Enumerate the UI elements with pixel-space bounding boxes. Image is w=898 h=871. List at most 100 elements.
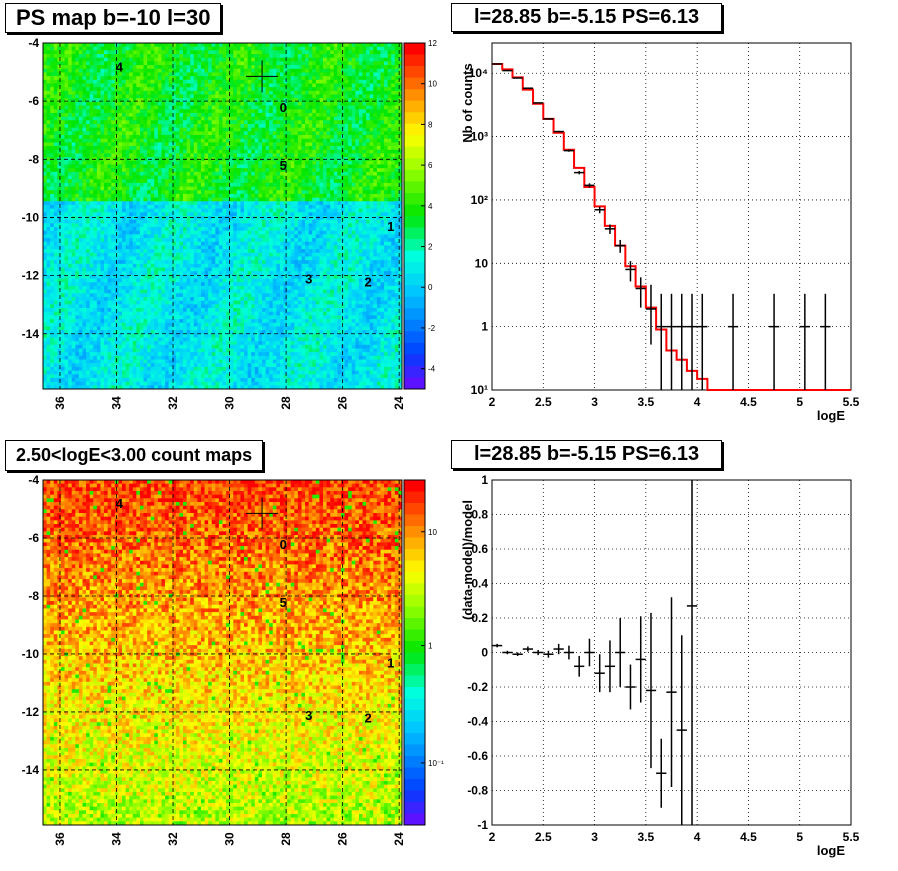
heatmap-cell (46, 212, 51, 217)
heatmap-cell (93, 160, 98, 165)
heatmap-cell (387, 138, 392, 143)
heatmap-cell (193, 61, 198, 66)
heatmap-cell (301, 175, 306, 180)
heatmap-cell (301, 54, 306, 59)
heatmap-cell (362, 46, 367, 51)
heatmap-cell (305, 204, 310, 210)
heatmap-cell (175, 182, 180, 187)
heatmap-cell (315, 182, 320, 187)
heatmap-cell (301, 149, 306, 154)
heatmap-cell (251, 168, 256, 173)
heatmap-cell (333, 131, 338, 136)
heatmap-cell (240, 164, 245, 169)
heatmap-cell (136, 43, 141, 48)
heatmap-cell (50, 57, 55, 62)
heatmap-cell (290, 186, 295, 191)
heatmap-cell (186, 138, 191, 143)
heatmap-cell (118, 120, 123, 125)
heatmap-cell (301, 109, 306, 114)
heatmap-cell (351, 179, 356, 184)
heatmap-cell (211, 72, 216, 77)
heatmap-cell (384, 76, 389, 81)
heatmap-cell (305, 90, 310, 95)
heatmap-cell (240, 68, 245, 73)
heatmap-cell (358, 212, 363, 217)
heatmap-cell (64, 72, 69, 77)
heatmap-cell (157, 65, 162, 70)
heatmap-cell (157, 164, 162, 169)
heatmap-cell (218, 87, 223, 92)
heatmap-cell (394, 94, 399, 99)
heatmap-cell (111, 61, 116, 66)
heatmap-cell (208, 212, 213, 217)
heatmap-cell (89, 105, 94, 110)
heatmap-cell (50, 105, 55, 110)
heatmap-cell (380, 208, 385, 213)
heatmap-cell (297, 101, 302, 106)
heatmap-cell (150, 182, 155, 187)
heatmap-cell (258, 182, 263, 187)
heatmap-cell (276, 43, 281, 48)
heatmap-cell (315, 90, 320, 95)
heatmap-cell (384, 127, 389, 132)
heatmap-cell (272, 68, 277, 73)
heatmap-cell (43, 204, 47, 210)
heatmap-cell (60, 112, 65, 118)
heatmap-cell (308, 83, 313, 88)
heatmap-cell (348, 94, 353, 99)
heatmap-cell (308, 61, 313, 66)
heatmap-cell (93, 72, 98, 77)
heatmap-cell (82, 101, 87, 106)
heatmap-cell (111, 193, 116, 198)
heatmap-cell (272, 171, 277, 176)
heatmap-cell (57, 83, 62, 88)
heatmap-cell (276, 123, 281, 129)
heatmap-cell (46, 146, 51, 151)
heatmap-cell (43, 208, 47, 213)
heatmap-cell (240, 76, 245, 81)
heatmap-cell (340, 179, 345, 184)
heatmap-cell (57, 186, 62, 191)
heatmap-cell (233, 208, 238, 213)
heatmap-cell (78, 61, 83, 66)
heatmap-cell (53, 153, 58, 158)
heatmap-cell (57, 46, 62, 51)
heatmap-cell (200, 201, 205, 206)
heatmap-cell (211, 109, 216, 114)
heatmap-cell (315, 216, 320, 221)
heatmap-cell (107, 193, 112, 198)
heatmap-cell (261, 46, 266, 51)
heatmap-cell (348, 83, 353, 88)
heatmap-cell (89, 54, 94, 59)
heatmap-cell (147, 204, 152, 210)
heatmap-cell (330, 94, 335, 99)
heatmap-cell (344, 101, 349, 106)
heatmap-cell (326, 98, 331, 103)
heatmap-cell (265, 171, 270, 176)
heatmap-cell (118, 65, 123, 70)
heatmap-cell (226, 146, 231, 151)
heatmap-cell (233, 127, 238, 132)
heatmap-cell (398, 142, 403, 147)
heatmap-cell (183, 186, 187, 191)
heatmap-cell (384, 43, 389, 48)
heatmap-cell (358, 190, 363, 195)
heatmap-cell (139, 190, 144, 195)
heatmap-cell (157, 182, 162, 187)
heatmap-cell (86, 105, 91, 110)
heatmap-cell (233, 212, 238, 217)
heatmap-cell (362, 76, 367, 81)
heatmap-cell (121, 193, 126, 198)
heatmap-cell (283, 168, 288, 173)
heatmap-cell (279, 50, 284, 55)
heatmap-cell (107, 175, 112, 180)
heatmap-cell (279, 204, 284, 210)
heatmap-cell (251, 116, 256, 121)
heatmap-cell (398, 208, 403, 213)
heatmap-cell (150, 193, 155, 198)
heatmap-cell (89, 179, 94, 184)
heatmap-cell (125, 123, 130, 129)
heatmap-cell (211, 83, 216, 88)
heatmap-cell (222, 201, 227, 206)
heatmap-cell (333, 135, 338, 140)
